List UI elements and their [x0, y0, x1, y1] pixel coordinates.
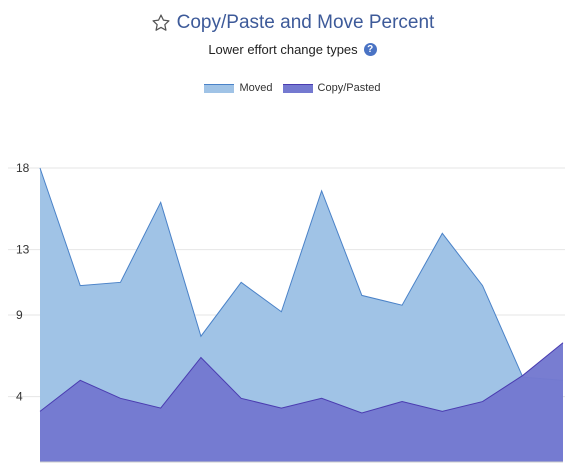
legend-swatch-moved [204, 83, 235, 93]
legend-swatch-copy-pasted [282, 83, 313, 93]
subtitle-row: Lower effort change types ? [0, 42, 585, 57]
chart-legend: Moved Copy/Pasted [0, 82, 585, 94]
series-area-copy-pasted[interactable] [40, 342, 563, 462]
series-areas [39, 167, 564, 463]
series-line-moved [39, 167, 564, 381]
y-tick-label: 13 [16, 243, 30, 257]
y-tick-label: 9 [16, 308, 23, 322]
legend-label-moved: Moved [239, 82, 273, 94]
help-icon[interactable]: ? [363, 43, 377, 56]
title-row: Copy/Paste and Move Percent [0, 12, 585, 34]
legend-label-copy-pasted: Copy/Pasted [317, 82, 381, 94]
star-icon[interactable] [151, 13, 171, 33]
legend-item-copy-pasted[interactable]: Copy/Pasted [282, 82, 381, 94]
y-tick-label: 18 [16, 161, 30, 175]
y-axis: 4 9 13 18 [16, 161, 30, 404]
series-area-moved[interactable] [40, 168, 563, 462]
legend-item-moved[interactable]: Moved [204, 82, 273, 94]
chart-subtitle: Lower effort change types [208, 42, 358, 57]
y-tick-label: 4 [16, 390, 23, 404]
chart-header: Copy/Paste and Move Percent Lower effort… [0, 12, 585, 57]
chart-title: Copy/Paste and Move Percent [176, 12, 435, 33]
series-line-copy-pasted [39, 342, 564, 414]
